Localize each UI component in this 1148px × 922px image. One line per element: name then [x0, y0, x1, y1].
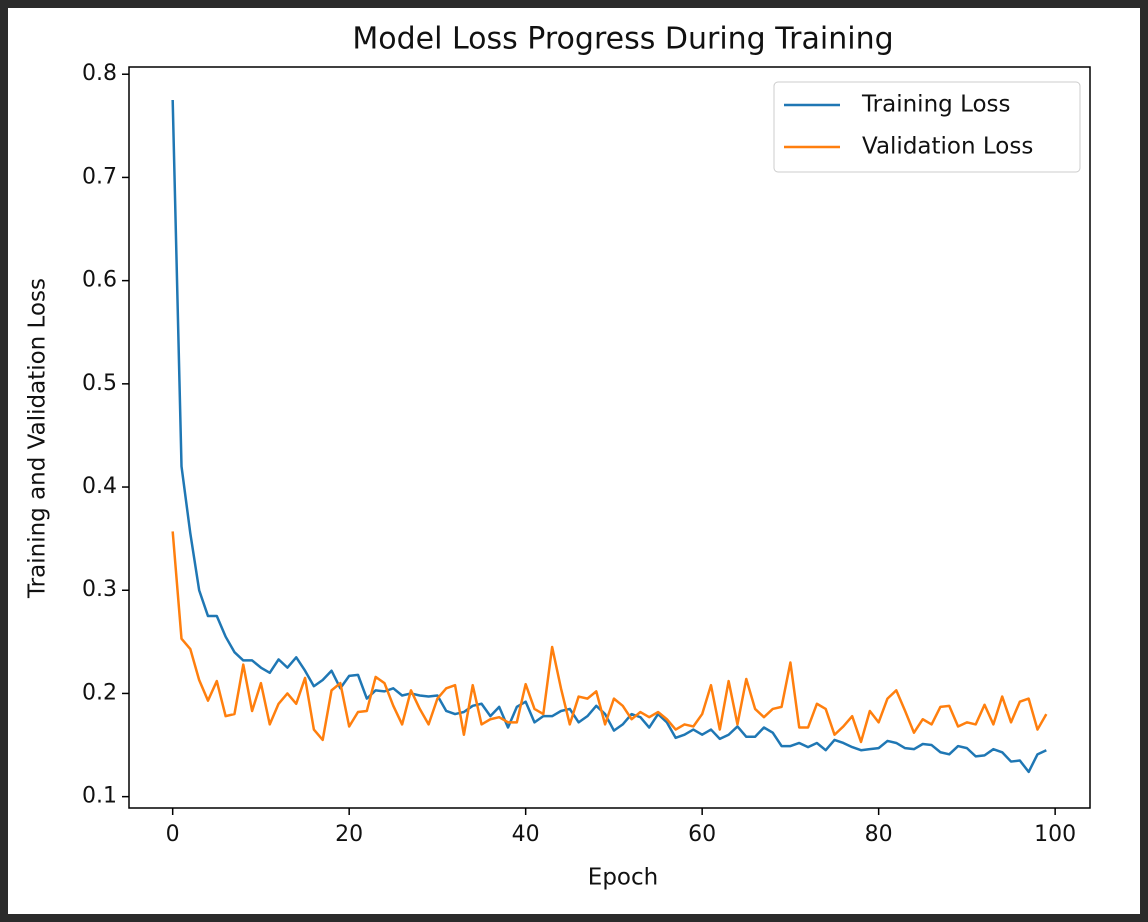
- y-tick-label: 0.7: [82, 164, 117, 189]
- y-axis-label: Training and Validation Loss: [25, 278, 51, 599]
- plot-frame: [128, 66, 1091, 809]
- y-tick-label: 0.5: [82, 371, 117, 396]
- y-tick-label: 0.4: [82, 474, 117, 499]
- legend-label: Training Loss: [861, 92, 1011, 118]
- x-tick-label: 20: [335, 822, 363, 847]
- x-axis-label: Epoch: [588, 865, 658, 891]
- x-tick-label: 100: [1034, 822, 1076, 847]
- legend-label: Validation Loss: [862, 134, 1033, 160]
- series-line: [171, 531, 1048, 744]
- series-line: [171, 99, 1047, 774]
- y-tick-label: 0.8: [82, 61, 117, 86]
- chart-title: Model Loss Progress During Training: [352, 22, 893, 57]
- y-tick-label: 0.1: [82, 784, 117, 809]
- x-tick-label: 40: [512, 822, 540, 847]
- y-tick-label: 0.2: [82, 680, 117, 705]
- x-tick-label: 80: [865, 822, 893, 847]
- legend-box: [773, 81, 1081, 173]
- x-tick-label: 60: [688, 822, 716, 847]
- x-tick-label: 0: [166, 822, 180, 847]
- y-tick-label: 0.6: [82, 268, 117, 293]
- y-tick-label: 0.3: [82, 577, 117, 602]
